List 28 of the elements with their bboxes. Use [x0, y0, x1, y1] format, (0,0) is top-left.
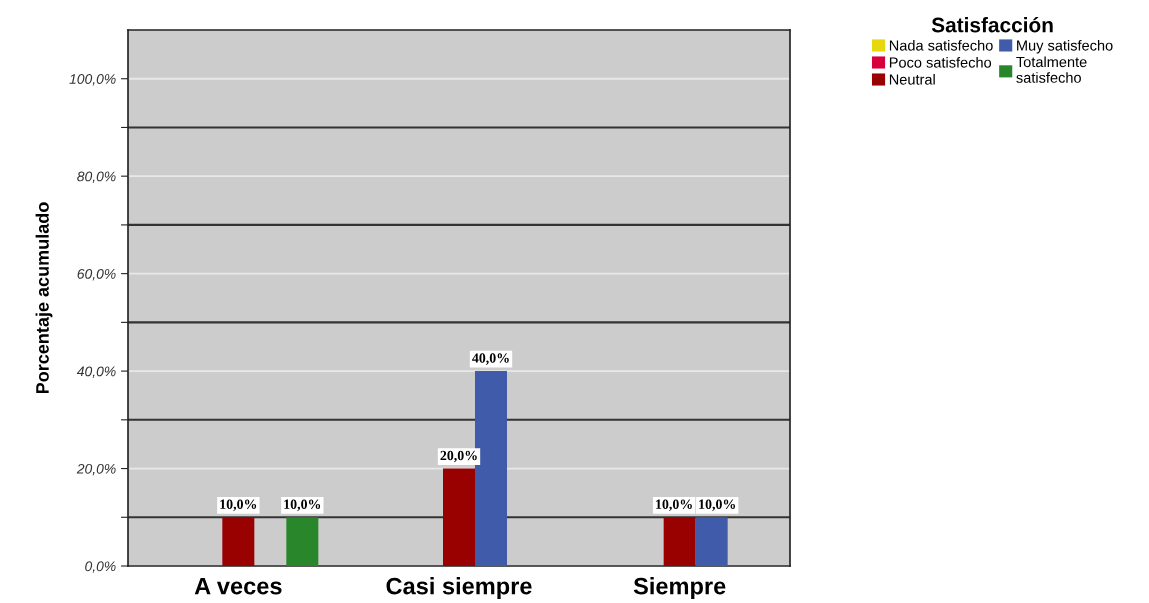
data-label: 40,0% — [472, 353, 509, 365]
bar — [443, 468, 475, 566]
legend-label: Nada satisfecho — [889, 39, 993, 51]
data-label: 10,0% — [699, 499, 736, 511]
x-tick-label: A veces — [194, 577, 282, 595]
bar — [475, 371, 507, 566]
y-axis-title: Porcentaje acumulado — [35, 202, 53, 394]
y-tick-label: 100,0% — [69, 74, 116, 86]
y-tick-label: 40,0% — [76, 366, 116, 378]
bar — [663, 517, 696, 566]
legend-label: Muy satisfecho — [1017, 39, 1113, 54]
data-label: 10,0% — [220, 499, 257, 511]
legend-label: Neutral — [889, 73, 935, 85]
x-tick-label: Casi siempre — [386, 577, 532, 600]
bar — [695, 517, 728, 566]
legend-label: Totalmente satisfecho — [1016, 56, 1087, 83]
legend-title: Satisfacción — [931, 16, 1053, 33]
bar — [286, 517, 319, 566]
y-tick-label: 80,0% — [77, 171, 116, 183]
bar — [222, 517, 255, 566]
y-tick-label: 20,0% — [76, 463, 116, 476]
data-label: 20,0% — [440, 450, 477, 463]
y-tick-label: 0,0% — [85, 561, 116, 573]
x-tick-label: Siempre — [633, 577, 726, 600]
data-label: 10,0% — [284, 499, 321, 511]
legend-label: Poco satisfecho — [889, 56, 992, 68]
y-tick-label: 60,0% — [77, 268, 116, 281]
data-label: 10,0% — [656, 499, 692, 511]
